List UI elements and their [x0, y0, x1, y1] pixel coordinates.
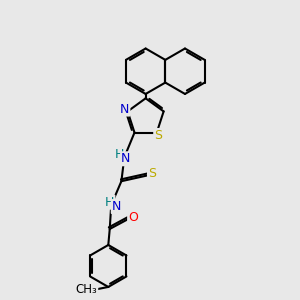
Text: H: H — [114, 148, 124, 161]
Text: H: H — [105, 196, 114, 209]
Text: S: S — [148, 167, 156, 180]
Text: N: N — [112, 200, 121, 213]
Text: O: O — [128, 211, 138, 224]
Text: N: N — [121, 152, 130, 165]
Text: N: N — [120, 103, 129, 116]
Text: S: S — [154, 129, 162, 142]
Text: CH₃: CH₃ — [76, 284, 97, 296]
